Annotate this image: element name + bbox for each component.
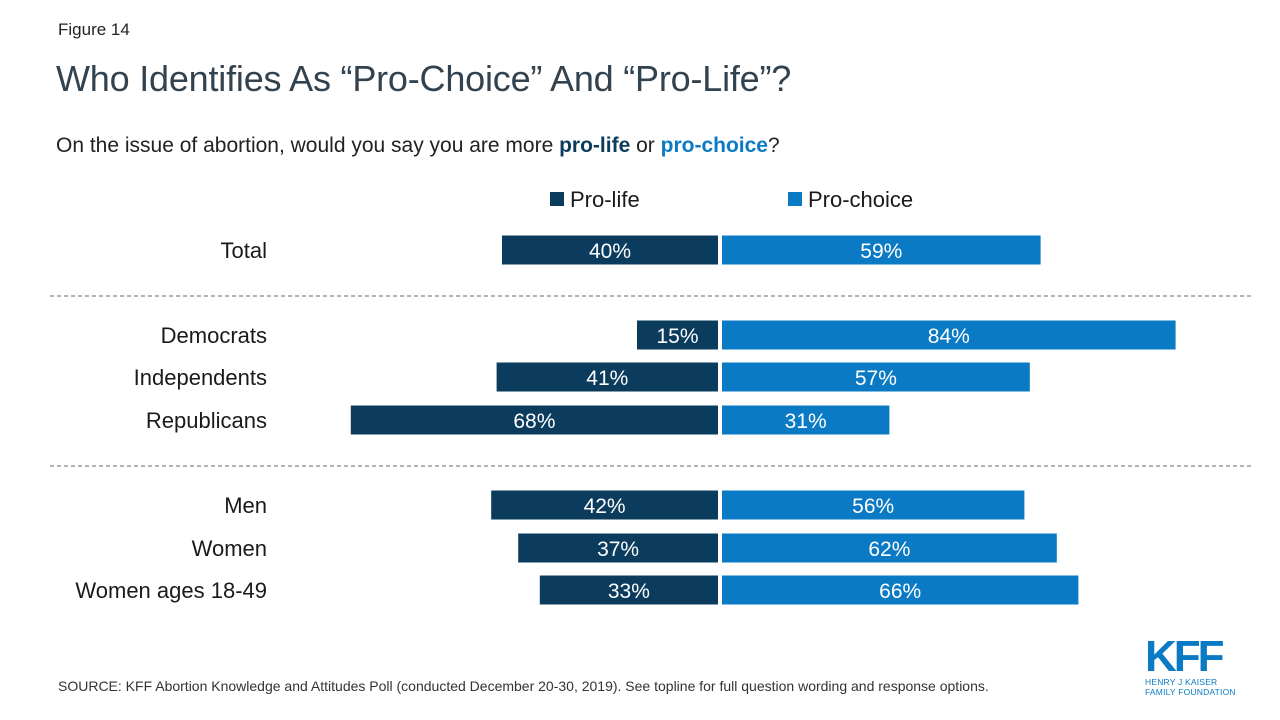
- data-label-pro-choice-republicans: 31%: [785, 410, 827, 433]
- figure-label: Figure 14: [58, 20, 130, 39]
- category-label-women: Women: [192, 536, 267, 561]
- data-label-pro-life-republicans: 68%: [513, 410, 555, 433]
- bar-pro-life-women-ages-18-49: [539, 575, 718, 605]
- subtitle-pro-life: pro-life: [559, 134, 631, 157]
- subtitle-middle: or: [630, 134, 661, 157]
- source-note: SOURCE: KFF Abortion Knowledge and Attit…: [58, 678, 989, 694]
- kff-logo: KFF HENRY J KAISER FAMILY FOUNDATION: [1145, 632, 1237, 698]
- legend-label-pro-choice: Pro-choice: [808, 187, 913, 212]
- category-label-men: Men: [224, 493, 267, 518]
- legend-label-pro-life: Pro-life: [570, 187, 640, 212]
- subtitle-pro-choice: pro-choice: [660, 134, 768, 157]
- data-label-pro-life-women: 37%: [597, 538, 639, 561]
- bar-pro-choice-democrats: [722, 320, 1176, 350]
- bar-pro-choice-women: [722, 533, 1057, 563]
- data-label-pro-life-democrats: 15%: [656, 325, 698, 348]
- data-label-pro-life-total: 40%: [589, 240, 631, 263]
- bar-pro-choice-men: [722, 490, 1025, 520]
- bar-pro-life-republicans: [350, 405, 718, 435]
- logo-line-1: HENRY J KAISER: [1145, 677, 1218, 687]
- data-label-pro-life-men: 42%: [584, 495, 626, 518]
- data-label-pro-choice-women-ages-18-49: 66%: [879, 580, 921, 603]
- bar-pro-choice-women-ages-18-49: [722, 575, 1079, 605]
- data-label-pro-choice-independents: 57%: [855, 367, 897, 390]
- bar-pro-life-total: [502, 235, 718, 265]
- diverging-bar-chart: Pro-life Pro-choice Total 40% 59% Democrats 15…: [50, 187, 1252, 605]
- bar-pro-choice-republicans: [722, 405, 890, 435]
- page-title: Who Identifies As “Pro-Choice” And “Pro-…: [56, 58, 792, 99]
- subtitle-suffix: ?: [767, 134, 780, 157]
- bar-pro-life-democrats: [637, 320, 718, 350]
- logo-line-2: FAMILY FOUNDATION: [1145, 687, 1236, 697]
- data-label-pro-life-independents: 41%: [586, 367, 628, 390]
- category-label-republicans: Republicans: [146, 408, 267, 433]
- legend-swatch-pro-life: [550, 192, 564, 206]
- category-label-women-ages-18-49: Women ages 18-49: [75, 578, 267, 603]
- category-label-total: Total: [221, 238, 267, 263]
- data-label-pro-choice-democrats: 84%: [928, 325, 970, 348]
- bar-pro-life-men: [491, 490, 718, 520]
- bar-pro-choice-independents: [722, 362, 1030, 392]
- bar-pro-choice-total: [722, 235, 1041, 265]
- data-label-pro-life-women-ages-18-49: 33%: [608, 580, 650, 603]
- bar-pro-life-independents: [496, 362, 718, 392]
- legend-swatch-pro-choice: [788, 192, 802, 206]
- data-label-pro-choice-total: 59%: [860, 240, 902, 263]
- logo-wordmark: KFF: [1145, 632, 1225, 681]
- category-label-democrats: Democrats: [161, 323, 267, 348]
- bar-pro-life-women: [518, 533, 718, 563]
- data-label-pro-choice-women: 62%: [868, 538, 910, 561]
- data-label-pro-choice-men: 56%: [852, 495, 894, 518]
- subtitle-prefix: On the issue of abortion, would you say …: [56, 134, 560, 157]
- question-subtitle: On the issue of abortion, would you say …: [56, 134, 780, 158]
- category-label-independents: Independents: [134, 365, 267, 390]
